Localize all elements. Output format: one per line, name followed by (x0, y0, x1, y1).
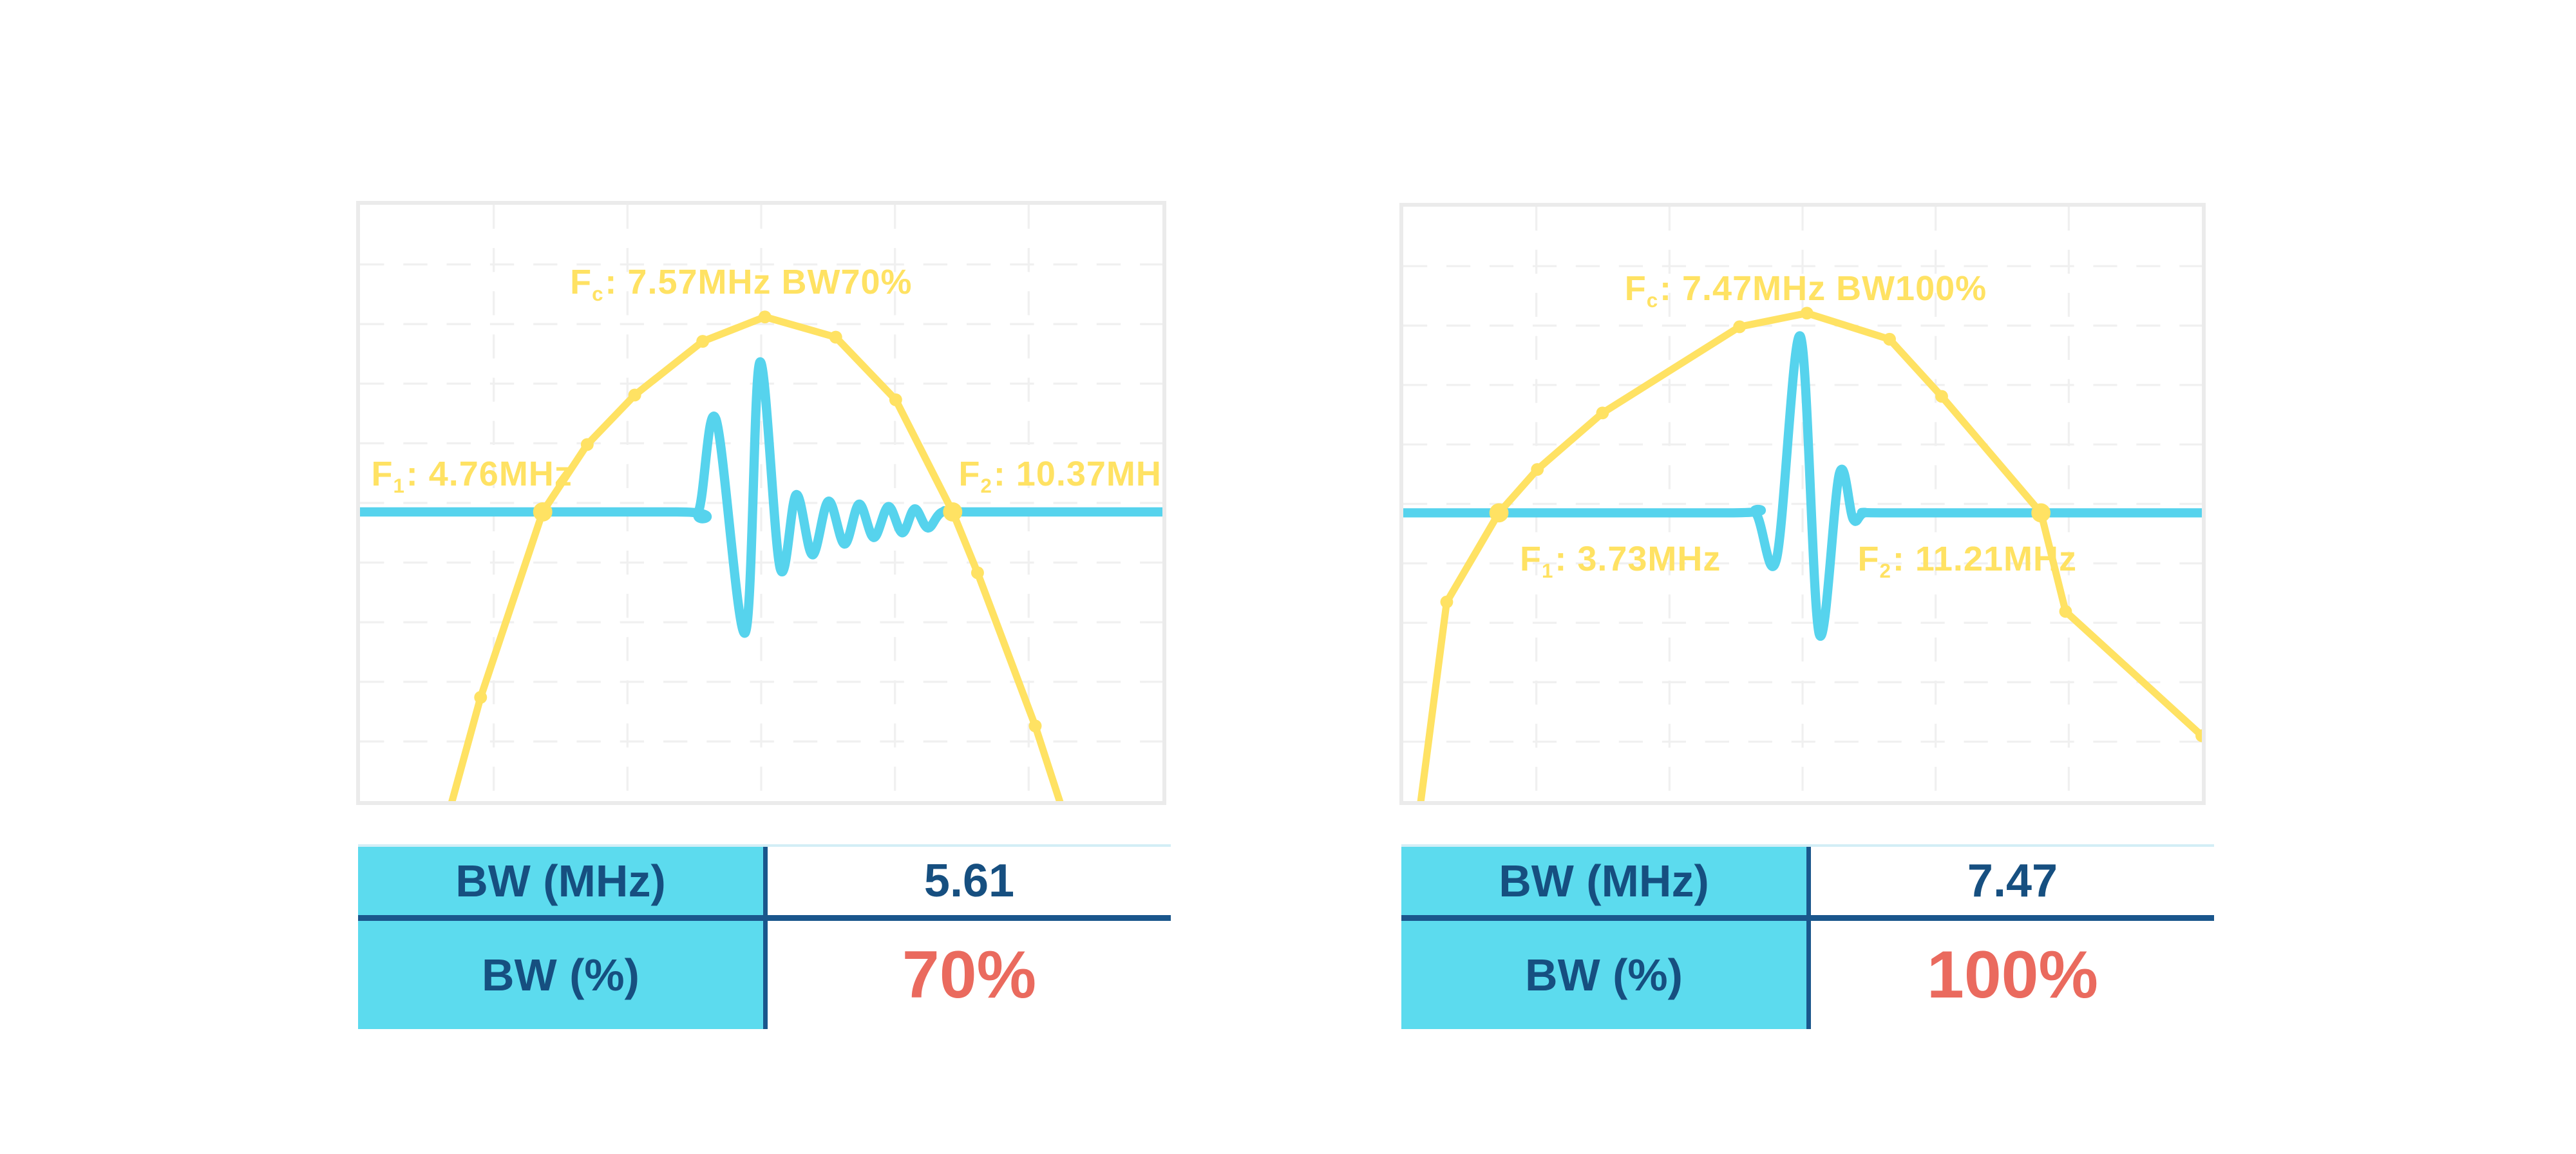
bw-table-left: BW (MHz) 5.61 BW (%) 70% (358, 844, 1171, 1029)
f1-subscript: 1 (393, 474, 405, 497)
fc-annotation-right: Fc: 7.47MHz BW100% (1624, 269, 1987, 312)
f2-annotation-left: F2: 10.37MHz (958, 454, 1166, 497)
f2-subscript: 2 (1879, 559, 1891, 582)
f1-text: : 4.76MHz (406, 455, 573, 494)
fc-subscript: c (1646, 288, 1659, 312)
f1-prefix: F (371, 455, 393, 494)
bw-percent-label: BW (%) (358, 921, 768, 1029)
bw-mhz-value: 5.61 (768, 847, 1171, 915)
table-row: BW (%) 100% (1401, 921, 2214, 1029)
f1-text: : 3.73MHz (1555, 539, 1721, 578)
table-row: BW (%) 70% (358, 921, 1171, 1029)
spectrum-chart-right: Fc: 7.47MHz BW100% F1: 3.73MHz F2: 11.21… (1399, 203, 2206, 805)
f2-text: : 10.37MHz (993, 455, 1166, 494)
spectrum-plot-right (1403, 207, 2202, 801)
f2-annotation-right: F2: 11.21MHz (1857, 539, 2077, 582)
table-row: BW (MHz) 7.47 (1401, 847, 2214, 921)
fc-text: : 7.57MHz BW70% (605, 262, 913, 301)
f2-prefix: F (1857, 539, 1880, 578)
fc-prefix: F (570, 262, 592, 301)
f1-subscript: 1 (1542, 559, 1554, 582)
spectrum-plot-left (360, 205, 1162, 801)
bw-percent-value: 70% (768, 921, 1171, 1029)
fc-prefix: F (1624, 269, 1647, 308)
f2-subscript: 2 (980, 474, 992, 497)
bw-percent-value: 100% (1811, 921, 2214, 1029)
f1-prefix: F (1520, 539, 1542, 578)
spectrum-chart-left: Fc: 7.57MHz BW70% F1: 4.76MHz F2: 10.37M… (356, 201, 1166, 805)
f2-text: : 11.21MHz (1892, 539, 2077, 578)
fc-annotation-left: Fc: 7.57MHz BW70% (570, 262, 913, 305)
fc-text: : 7.47MHz BW100% (1660, 269, 1987, 308)
f2-prefix: F (958, 455, 981, 494)
fc-subscript: c (592, 282, 604, 305)
bw-table-right: BW (MHz) 7.47 BW (%) 100% (1401, 844, 2214, 1029)
f1-annotation-left: F1: 4.76MHz (371, 454, 573, 497)
f1-annotation-right: F1: 3.73MHz (1520, 539, 1721, 582)
bw-mhz-label: BW (MHz) (358, 847, 768, 915)
bw-mhz-value: 7.47 (1811, 847, 2214, 915)
bw-mhz-label: BW (MHz) (1401, 847, 1811, 915)
table-row: BW (MHz) 5.61 (358, 847, 1171, 921)
bw-percent-label: BW (%) (1401, 921, 1811, 1029)
